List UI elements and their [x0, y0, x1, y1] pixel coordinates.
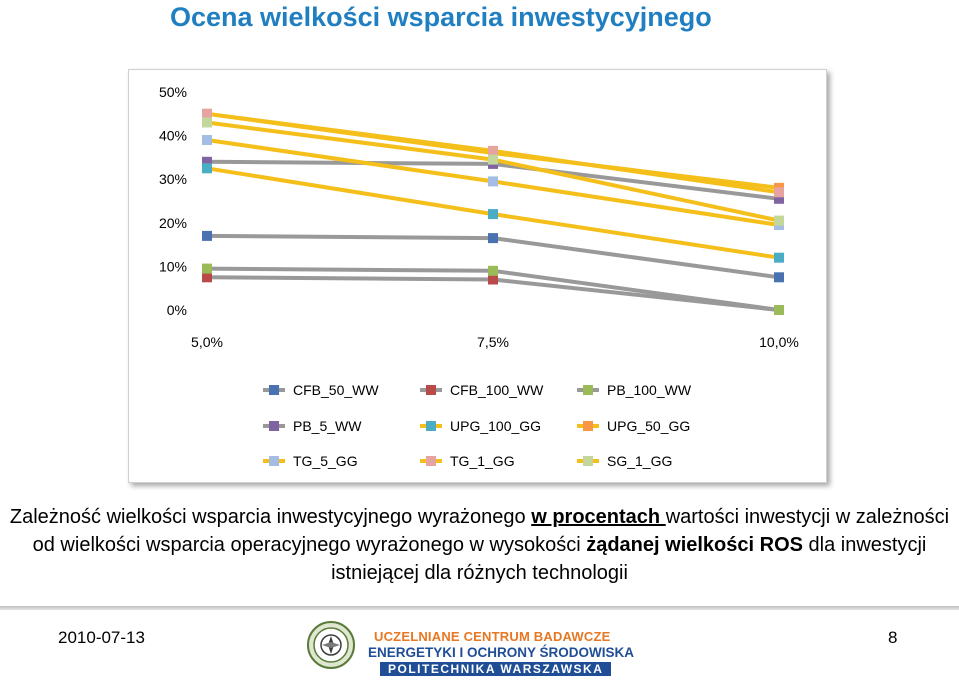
legend-swatch-marker — [269, 385, 279, 395]
legend-label: PB_100_WW — [607, 382, 692, 398]
page-number: 8 — [888, 628, 898, 647]
data-point-marker — [202, 156, 212, 167]
chart-frame: 0% 10% 20% 30% 40% 50% 5,0% 7,5% 10,0% CFB_50_WW C… — [128, 69, 827, 483]
legend-label: PB_5_WW — [293, 418, 362, 434]
x-tick-label: 7,5% — [477, 334, 509, 350]
footer-date: 2010-07-13 — [58, 628, 145, 647]
data-point-marker — [488, 274, 498, 285]
data-point-marker — [488, 209, 498, 220]
data-point-marker — [488, 145, 498, 156]
y-tick-label: 0% — [167, 302, 187, 318]
university-seal-icon — [307, 621, 355, 669]
chart-caption: Zależność wielkości wsparcia inwestycyjn… — [0, 503, 959, 587]
caption-emph-bold: żądanej wielkości ROS — [586, 534, 803, 556]
legend-swatch-marker — [426, 421, 436, 431]
data-point-marker — [774, 187, 784, 198]
y-tick-label: 40% — [159, 128, 187, 144]
logo-line-3: POLITECHNIKA WARSZAWSKA — [380, 662, 612, 676]
legend-swatch-marker — [269, 421, 279, 431]
data-point-marker — [488, 265, 498, 276]
data-point-marker — [774, 272, 784, 283]
legend-swatch-marker — [583, 385, 593, 395]
data-point-marker — [202, 108, 212, 119]
data-point-marker — [202, 117, 212, 128]
legend-label: TG_1_GG — [450, 453, 515, 469]
legend-swatch-marker — [426, 456, 436, 466]
caption-part2: wartości inwestycji w zależności od wiel… — [32, 506, 950, 556]
data-point-marker — [774, 193, 784, 204]
legend-label: CFB_50_WW — [293, 382, 379, 398]
caption-part1: Zależność wielkości wsparcia inwestycyjn… — [9, 506, 532, 528]
x-tick-label: 10,0% — [759, 334, 799, 350]
caption-part3: dla inwestycji istniejącej dla różnych t… — [331, 534, 927, 584]
data-point-marker — [202, 263, 212, 274]
slide-title: Ocena wielkości wsparcia inwestycyjnego — [170, 2, 712, 32]
legend-swatch-marker — [583, 456, 593, 466]
data-point-marker — [488, 233, 498, 244]
data-point-marker — [202, 272, 212, 283]
data-point-marker — [774, 252, 784, 263]
legend-swatch-marker — [426, 385, 436, 395]
y-tick-label: 10% — [159, 258, 187, 274]
legend-label: TG_5_GG — [293, 453, 358, 469]
data-point-marker — [774, 215, 784, 226]
legend-label: CFB_100_WW — [450, 382, 544, 398]
legend-label: UPG_50_GG — [607, 418, 690, 434]
series-line — [206, 120, 780, 223]
data-point-marker — [488, 176, 498, 187]
x-tick-label: 5,0% — [191, 334, 223, 350]
legend-label: UPG_100_GG — [450, 418, 541, 434]
legend-swatch-marker — [269, 456, 279, 466]
logo-line-2: ENERGETYKI I OCHRONY ŚRODOWISKA — [368, 645, 635, 660]
data-point-marker — [202, 163, 212, 174]
logo-line-1: UCZELNIANE CENTRUM BADAWCZE — [374, 629, 611, 644]
footer-divider — [0, 606, 959, 610]
y-tick-label: 50% — [159, 84, 187, 100]
chart-svg: 0% 10% 20% 30% 40% 50% 5,0% 7,5% 10,0% CFB_50_WW C… — [159, 84, 799, 469]
data-point-marker — [774, 305, 784, 315]
data-point-marker — [202, 230, 212, 241]
y-tick-label: 30% — [159, 171, 187, 187]
caption-emph-underlined: w procentach — [531, 506, 666, 528]
legend-label: SG_1_GG — [607, 453, 672, 469]
y-tick-label: 20% — [159, 215, 187, 231]
data-point-marker — [202, 135, 212, 145]
data-point-marker — [488, 154, 498, 165]
legend-swatch-marker — [583, 421, 593, 431]
